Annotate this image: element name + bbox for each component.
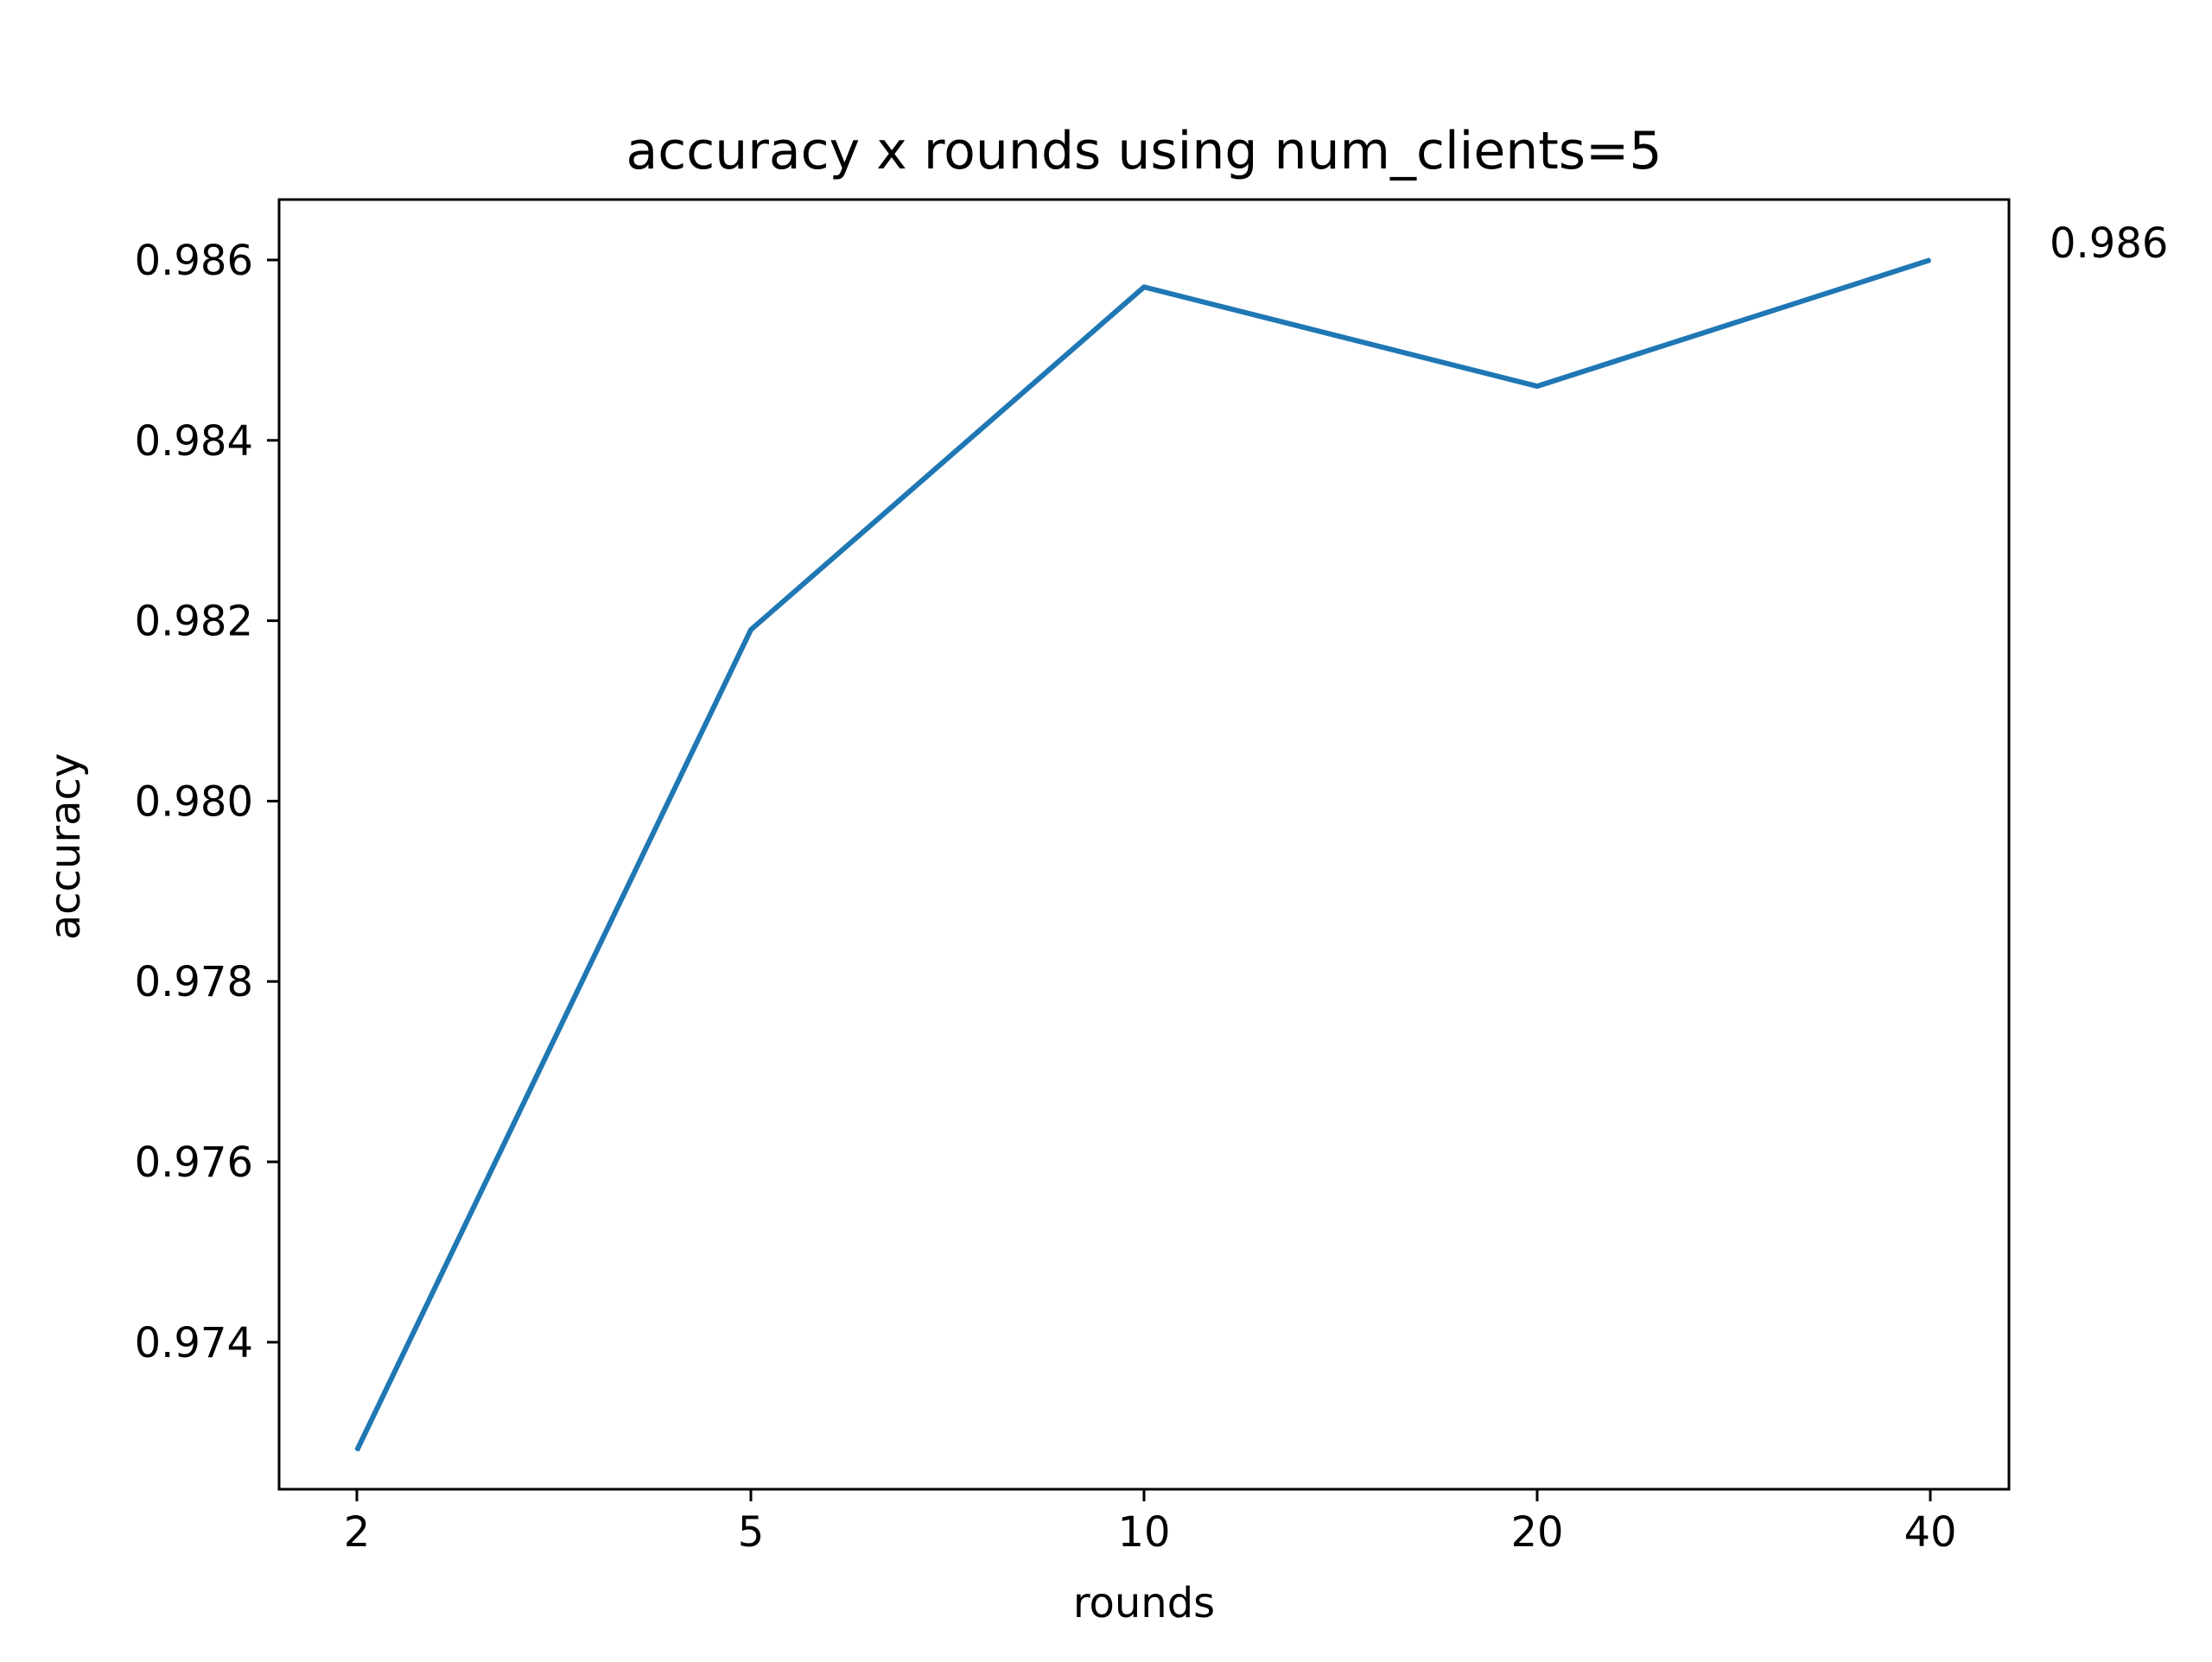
x-tick-label: 5 (738, 1508, 765, 1557)
plot-frame (277, 198, 2011, 1491)
x-axis-ticks: 2 5 10 20 40 (344, 1489, 1957, 1557)
data-point (1143, 286, 1145, 289)
x-axis-label: rounds (1073, 1579, 1215, 1627)
y-tick-label: 0.974 (135, 1319, 253, 1367)
data-point (1929, 258, 1931, 261)
series-layer (354, 257, 1931, 1452)
data-point (1536, 385, 1538, 388)
y-tick-label: 0.982 (135, 598, 253, 646)
y-tick-label: 0.986 (135, 237, 253, 285)
data-point (356, 1449, 358, 1452)
data-point (750, 629, 752, 631)
x-tick-label: 10 (1117, 1508, 1170, 1557)
y-axis-label: accuracy (41, 753, 90, 941)
x-tick-label: 2 (344, 1508, 371, 1557)
last-point-annotation: 0.986 (2050, 219, 2168, 268)
y-tick-label: 0.976 (135, 1139, 253, 1187)
x-tick-label: 40 (1904, 1508, 1956, 1557)
y-tick-label: 0.980 (135, 777, 253, 826)
chart-title: accuracy x rounds using num_clients=5 (626, 121, 1662, 181)
y-tick-label: 0.978 (135, 958, 253, 1006)
y-axis-ticks: 0.974 0.976 0.978 0.980 0.982 0.984 0.986 (135, 237, 279, 1367)
y-tick-label: 0.984 (135, 417, 253, 466)
x-tick-label: 20 (1510, 1508, 1563, 1557)
